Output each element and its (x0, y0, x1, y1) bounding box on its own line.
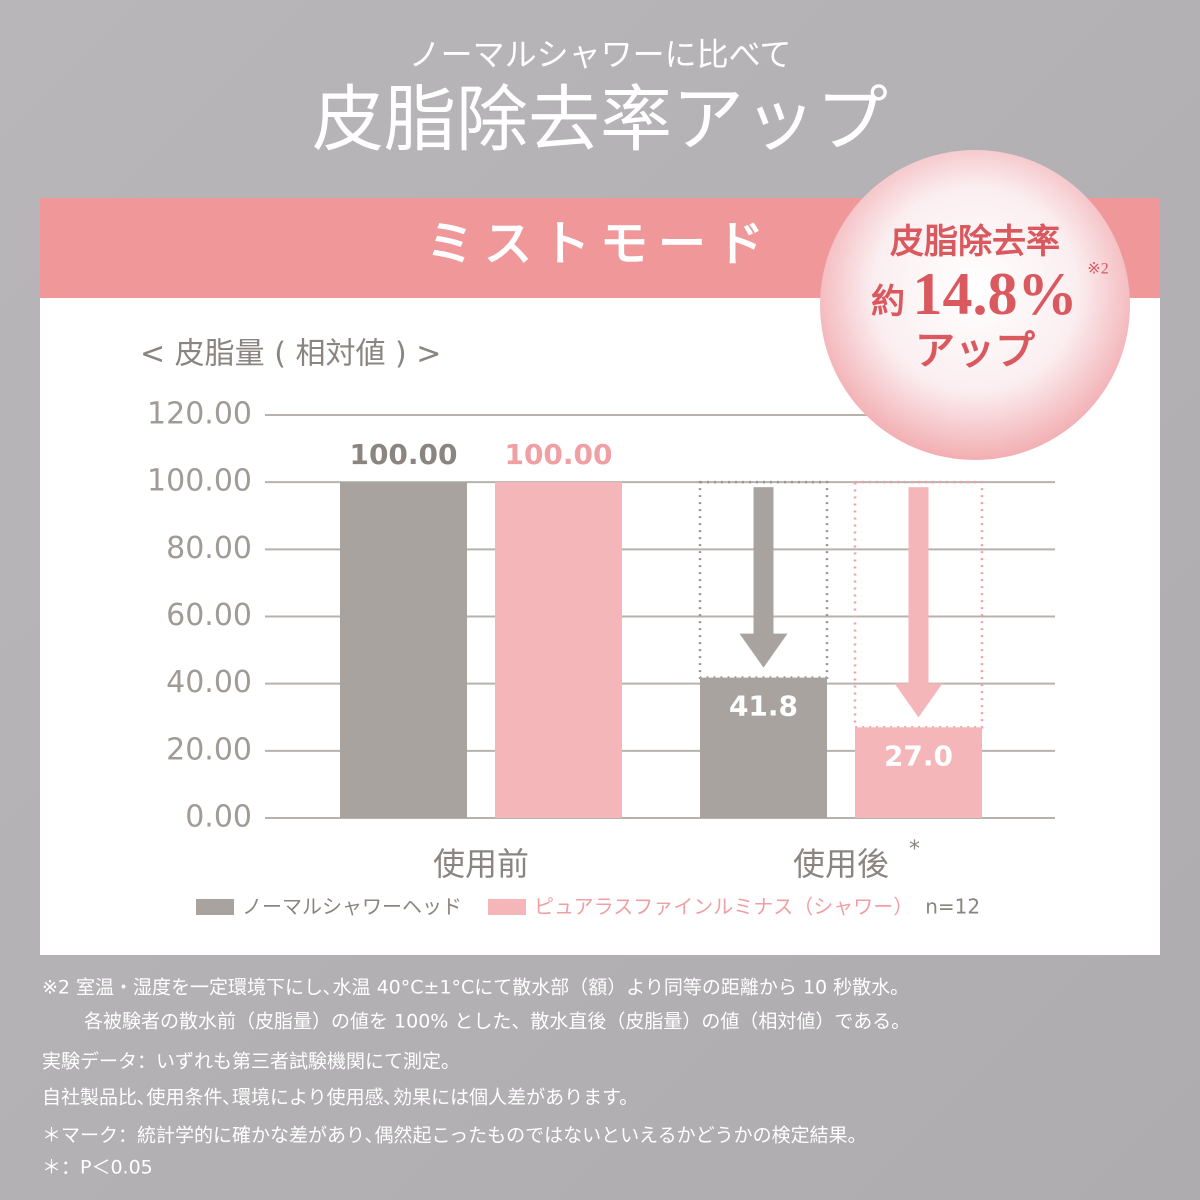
badge-prefix: 約 (871, 283, 905, 321)
bar (855, 727, 982, 818)
badge-line1: 皮脂除去率 (890, 222, 1060, 261)
footnote: ＊マーク：統計学的に確かな差があり､偶然起こったものではないといえるかどうかの検… (42, 1125, 867, 1147)
plot: 0.00 20.00 40.00 60.00 80.00 100.00 120.00 100.… (147, 397, 1055, 919)
legend-label: ノーマルシャワーヘッド (242, 895, 462, 919)
x-tick-label: 使用前 (433, 845, 529, 883)
x-tick-label: 使用後 (793, 845, 889, 883)
arrow-head (894, 683, 943, 718)
value-label: 27.0 (884, 739, 953, 772)
mode-title: ミストモード (426, 218, 774, 271)
value-label: 100.00 (504, 438, 612, 471)
value-label: 41.8 (729, 690, 798, 723)
y-tick-label: 120.00 (147, 397, 252, 432)
y-axis-label: < 皮脂量 ( 相対値 ) > (140, 337, 441, 372)
legend-swatch (196, 899, 234, 915)
y-tick-label: 80.00 (166, 531, 252, 566)
badge-figure: 14.8% (913, 261, 1078, 327)
y-tick-label: 20.00 (166, 732, 252, 767)
lead: ノーマルシャワーに比べて (409, 36, 792, 72)
badge-line3: アップ (915, 328, 1035, 373)
badge (820, 150, 1130, 460)
significance-mark: * (909, 837, 920, 862)
arrow-shaft (753, 487, 774, 636)
bar (340, 482, 467, 818)
footnote: 実験データ：いずれも第三者試験機関にて測定。 (42, 1051, 460, 1073)
badge-note: ※2 (1087, 261, 1108, 278)
arrow-shaft (908, 487, 929, 686)
legend-swatch (488, 899, 526, 915)
footnote: 自社製品比､使用条件､環境により使用感､効果には個人差があります。 (42, 1087, 638, 1109)
legend-label: ピュアラスファインルミナス（シャワー） (534, 895, 913, 919)
bar (700, 677, 827, 818)
y-tick-label: 100.00 (147, 464, 252, 499)
title: 皮脂除去率アップ (312, 81, 888, 161)
bar (495, 482, 622, 818)
footnotes: ※2 室温・湿度を一定環境下にし､水温 40°C±1°Cにて散水部（額）より同等… (42, 977, 910, 1179)
footnote: ※2 室温・湿度を一定環境下にし､水温 40°C±1°Cにて散水部（額）より同等… (42, 977, 909, 999)
value-label: 100.00 (349, 438, 457, 471)
y-tick-label: 40.00 (166, 665, 252, 700)
footnote: 各被験者の散水前（皮脂量）の値を 100% とした、散水直後（皮脂量）の値（相対… (84, 1011, 910, 1033)
y-tick-label: 0.00 (185, 800, 252, 835)
y-tick-label: 60.00 (166, 598, 252, 633)
arrow-head (739, 633, 788, 668)
sample-note: n=12 (925, 895, 980, 919)
footnote: ＊：P＜0.05 (42, 1157, 153, 1179)
